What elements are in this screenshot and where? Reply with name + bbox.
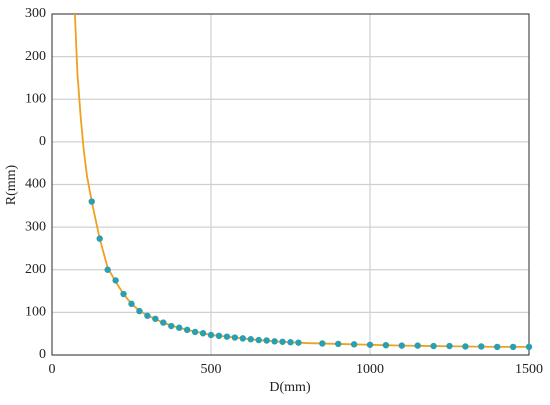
data-point bbox=[144, 312, 151, 319]
y-tick-label: 400 bbox=[25, 177, 46, 192]
data-point bbox=[112, 277, 119, 284]
data-point bbox=[239, 335, 246, 342]
y-tick-label: 300 bbox=[25, 6, 46, 21]
x-tick-label: 500 bbox=[201, 362, 222, 377]
data-point bbox=[104, 266, 111, 273]
data-point bbox=[176, 324, 183, 331]
data-point bbox=[168, 322, 175, 330]
data-point bbox=[231, 334, 239, 341]
plot-frame bbox=[51, 13, 530, 356]
y-axis-label: R(mm) bbox=[4, 164, 19, 205]
x-tick-label: 1000 bbox=[356, 362, 384, 377]
data-point bbox=[160, 319, 167, 326]
y-tick-label: 100 bbox=[25, 305, 46, 320]
data-point bbox=[120, 290, 127, 298]
data-point bbox=[247, 336, 254, 343]
data-point bbox=[414, 342, 421, 349]
data-point bbox=[494, 343, 501, 351]
data-point bbox=[430, 342, 437, 350]
data-point bbox=[295, 339, 302, 346]
data-point bbox=[191, 328, 199, 336]
curve bbox=[73, 13, 529, 348]
x-axis-label: D(mm) bbox=[269, 380, 311, 395]
data-point bbox=[223, 333, 231, 340]
data-point bbox=[462, 343, 469, 350]
y-tick-label: 200 bbox=[25, 262, 46, 277]
data-point bbox=[287, 339, 294, 346]
data-point bbox=[350, 341, 358, 348]
data-point bbox=[88, 198, 95, 205]
data-point bbox=[215, 332, 223, 340]
y-tick-label: 100 bbox=[25, 91, 46, 106]
data-point bbox=[319, 340, 326, 347]
data-point bbox=[478, 343, 485, 350]
y-tick-label: 300 bbox=[25, 219, 46, 234]
x-tick-label: 0 bbox=[49, 362, 56, 377]
data-point bbox=[152, 315, 159, 322]
data-point bbox=[382, 341, 390, 349]
data-point bbox=[255, 336, 262, 344]
data-point bbox=[128, 300, 135, 308]
data-point bbox=[96, 235, 103, 242]
data-point bbox=[398, 342, 405, 349]
data-point bbox=[271, 338, 278, 345]
data-point bbox=[136, 307, 143, 315]
data-point bbox=[366, 341, 374, 348]
y-tick-label: 0 bbox=[39, 134, 46, 149]
data-point bbox=[509, 343, 517, 351]
data-point bbox=[279, 338, 286, 345]
y-tick-label: 0 bbox=[39, 347, 46, 362]
x-tick-label: 1500 bbox=[515, 362, 543, 377]
data-point bbox=[183, 326, 191, 334]
data-point bbox=[207, 331, 215, 339]
y-tick-label: 200 bbox=[25, 49, 46, 64]
data-point bbox=[335, 340, 342, 348]
data-point bbox=[199, 330, 207, 337]
data-point bbox=[263, 337, 270, 344]
data-point bbox=[446, 342, 453, 350]
data-point bbox=[525, 343, 533, 351]
